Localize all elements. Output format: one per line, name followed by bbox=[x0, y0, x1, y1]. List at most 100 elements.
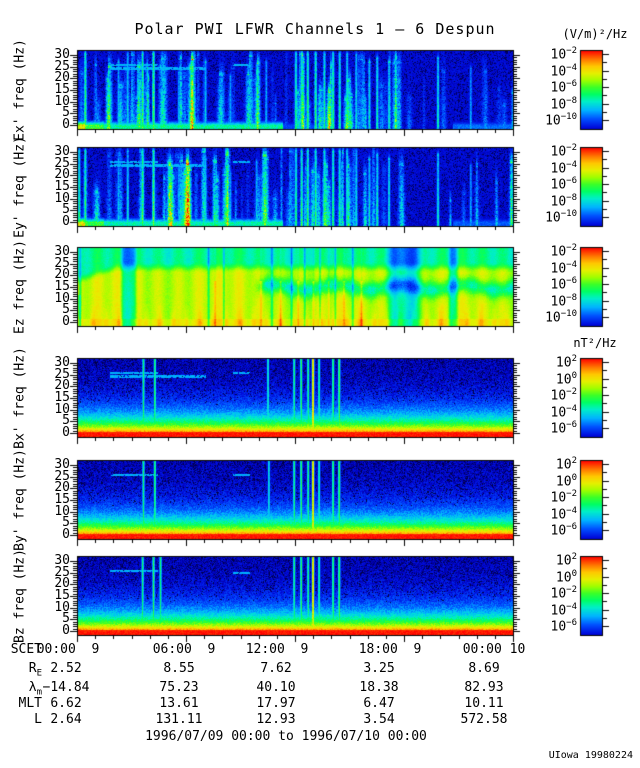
y-tick-label: 30 bbox=[54, 457, 70, 472]
time-range-label: 1996/07/09 00:00 to 1996/07/10 00:00 bbox=[145, 729, 427, 744]
ephemeris-value: 8.69 bbox=[468, 661, 500, 676]
y-tick-label: 15 bbox=[54, 390, 70, 405]
colorbar-tick-label: 102 bbox=[555, 456, 577, 473]
ephemeris-value: 13.61 bbox=[159, 696, 199, 711]
y-tick-label: 5 bbox=[62, 302, 70, 318]
y-tick-label: 30 bbox=[54, 553, 70, 568]
colorbar-tick-label: 10−2 bbox=[550, 143, 578, 160]
y-tick-label: 0 bbox=[62, 425, 70, 440]
panel-ylabel-bz: Bz freq (Hz) bbox=[12, 549, 28, 643]
y-tick-label: 25 bbox=[54, 564, 70, 580]
y-tick-label: 20 bbox=[54, 576, 70, 592]
colorbar-tick-label: 10−6 bbox=[550, 522, 578, 539]
ephemeris-value: 2.52 bbox=[50, 661, 82, 676]
y-tick-label: 10 bbox=[54, 599, 70, 615]
y-tick-label: 20 bbox=[54, 167, 70, 183]
ephemeris-value: 6.62 bbox=[50, 696, 82, 711]
colorbar-tick-label: 10−8 bbox=[550, 192, 578, 209]
panel-ylabel-ez: Ez freq (Hz) bbox=[12, 240, 28, 334]
y-tick-label: 10 bbox=[54, 93, 70, 109]
y-tick-label: 25 bbox=[54, 468, 70, 484]
credit-label: UIowa 19980224 bbox=[548, 750, 633, 761]
y-tick-label: 10 bbox=[54, 290, 70, 306]
colorbar-tick-label: 10−4 bbox=[550, 159, 578, 176]
ephemeris-value: 40.10 bbox=[256, 680, 296, 695]
ephemeris-value: 18.38 bbox=[359, 680, 399, 695]
colorbar-tick-label: 10−4 bbox=[550, 505, 578, 522]
y-tick-label: 5 bbox=[62, 105, 70, 121]
y-tick-label: 10 bbox=[54, 503, 70, 519]
colorbar-tick-label: 10−6 bbox=[550, 420, 578, 437]
colorbar-tick-label: 10−10 bbox=[545, 309, 577, 326]
y-tick-label: 30 bbox=[54, 244, 70, 259]
ephemeris-value: 3.25 bbox=[363, 661, 395, 676]
y-tick-label: 30 bbox=[54, 47, 70, 62]
colorbar-tick-label: 10−6 bbox=[550, 176, 578, 193]
x-tick-label: 00:00 10 bbox=[462, 642, 526, 657]
colorbar-tick-label: 10−4 bbox=[550, 403, 578, 420]
ephemeris-value: 17.97 bbox=[256, 696, 296, 711]
colorbar-tick-label: 10−6 bbox=[550, 276, 578, 293]
colorbar-tick-label: 10−4 bbox=[550, 259, 578, 276]
y-tick-label: 5 bbox=[62, 611, 70, 627]
y-tick-label: 20 bbox=[54, 267, 70, 283]
y-tick-label: 20 bbox=[54, 378, 70, 394]
y-tick-label: 25 bbox=[54, 366, 70, 382]
y-tick-label: 20 bbox=[54, 480, 70, 496]
colorbar-tick-label: 100 bbox=[555, 568, 577, 585]
colorbar-tick-label: 10−4 bbox=[550, 601, 578, 618]
ephemeris-value: 7.62 bbox=[260, 661, 292, 676]
ephemeris-value: 131.11 bbox=[155, 712, 203, 727]
colorbar-tick-label: 10−10 bbox=[545, 209, 577, 226]
y-tick-label: 5 bbox=[62, 202, 70, 218]
colorbar-tick-label: 10−2 bbox=[550, 46, 578, 63]
y-tick-label: 0 bbox=[62, 314, 70, 329]
x-tick-label: 18:00 9 bbox=[358, 642, 422, 657]
y-tick-label: 15 bbox=[54, 588, 70, 603]
y-tick-label: 0 bbox=[62, 527, 70, 542]
ephemeris-row-label: SCET bbox=[10, 642, 42, 657]
y-tick-label: 15 bbox=[54, 179, 70, 194]
colorbar-tick-label: 10−2 bbox=[550, 489, 578, 506]
ephemeris-value: 75.23 bbox=[159, 680, 199, 695]
ephemeris-value: 6.47 bbox=[363, 696, 395, 711]
colorbar-tick-label: 10−8 bbox=[550, 292, 578, 309]
colorbar-tick-label: 10−6 bbox=[550, 618, 578, 635]
ephemeris-row-label: λm bbox=[28, 680, 42, 698]
panel-ylabel-ex: Ex' freq (Hz) bbox=[12, 39, 28, 141]
colorbar-tick-label: 10−4 bbox=[550, 62, 578, 79]
colorbar-tick-label: 102 bbox=[555, 552, 577, 569]
y-tick-label: 15 bbox=[54, 492, 70, 507]
y-tick-label: 5 bbox=[62, 413, 70, 429]
panel-ylabel-by: By' freq (Hz) bbox=[12, 449, 28, 551]
panel-ylabel-ey: Ey' freq (Hz) bbox=[12, 136, 28, 238]
x-tick-label: 00:00 9 bbox=[36, 642, 100, 657]
y-tick-label: 10 bbox=[54, 401, 70, 417]
electric-colorbar-unit: (V/m)²/Hz bbox=[562, 27, 628, 41]
chart-title: Polar PWI LFWR Channels 1 — 6 Despun bbox=[134, 20, 496, 38]
y-tick-label: 10 bbox=[54, 190, 70, 206]
ephemeris-value: −14.84 bbox=[42, 680, 90, 695]
y-tick-label: 20 bbox=[54, 70, 70, 86]
ephemeris-value: 572.58 bbox=[460, 712, 508, 727]
colorbar-tick-label: 10−6 bbox=[550, 79, 578, 96]
y-tick-label: 25 bbox=[54, 58, 70, 74]
x-tick-label: 06:00 9 bbox=[152, 642, 216, 657]
y-tick-label: 0 bbox=[62, 623, 70, 638]
colorbar-tick-label: 100 bbox=[555, 472, 577, 489]
magnetic-colorbar-unit: nT²/Hz bbox=[573, 336, 617, 350]
y-tick-label: 0 bbox=[62, 214, 70, 229]
y-tick-label: 0 bbox=[62, 117, 70, 132]
ephemeris-row-label: RE bbox=[28, 661, 42, 679]
colorbar-tick-label: 10−8 bbox=[550, 95, 578, 112]
ephemeris-value: 10.11 bbox=[464, 696, 504, 711]
ephemeris-row-label: MLT bbox=[18, 696, 42, 711]
colorbar-tick-label: 10−2 bbox=[550, 387, 578, 404]
y-tick-label: 30 bbox=[54, 355, 70, 370]
colorbar-tick-label: 102 bbox=[555, 354, 577, 371]
colorbar-tick-label: 100 bbox=[555, 370, 577, 387]
ephemeris-value: 2.64 bbox=[50, 712, 82, 727]
y-tick-label: 15 bbox=[54, 279, 70, 294]
